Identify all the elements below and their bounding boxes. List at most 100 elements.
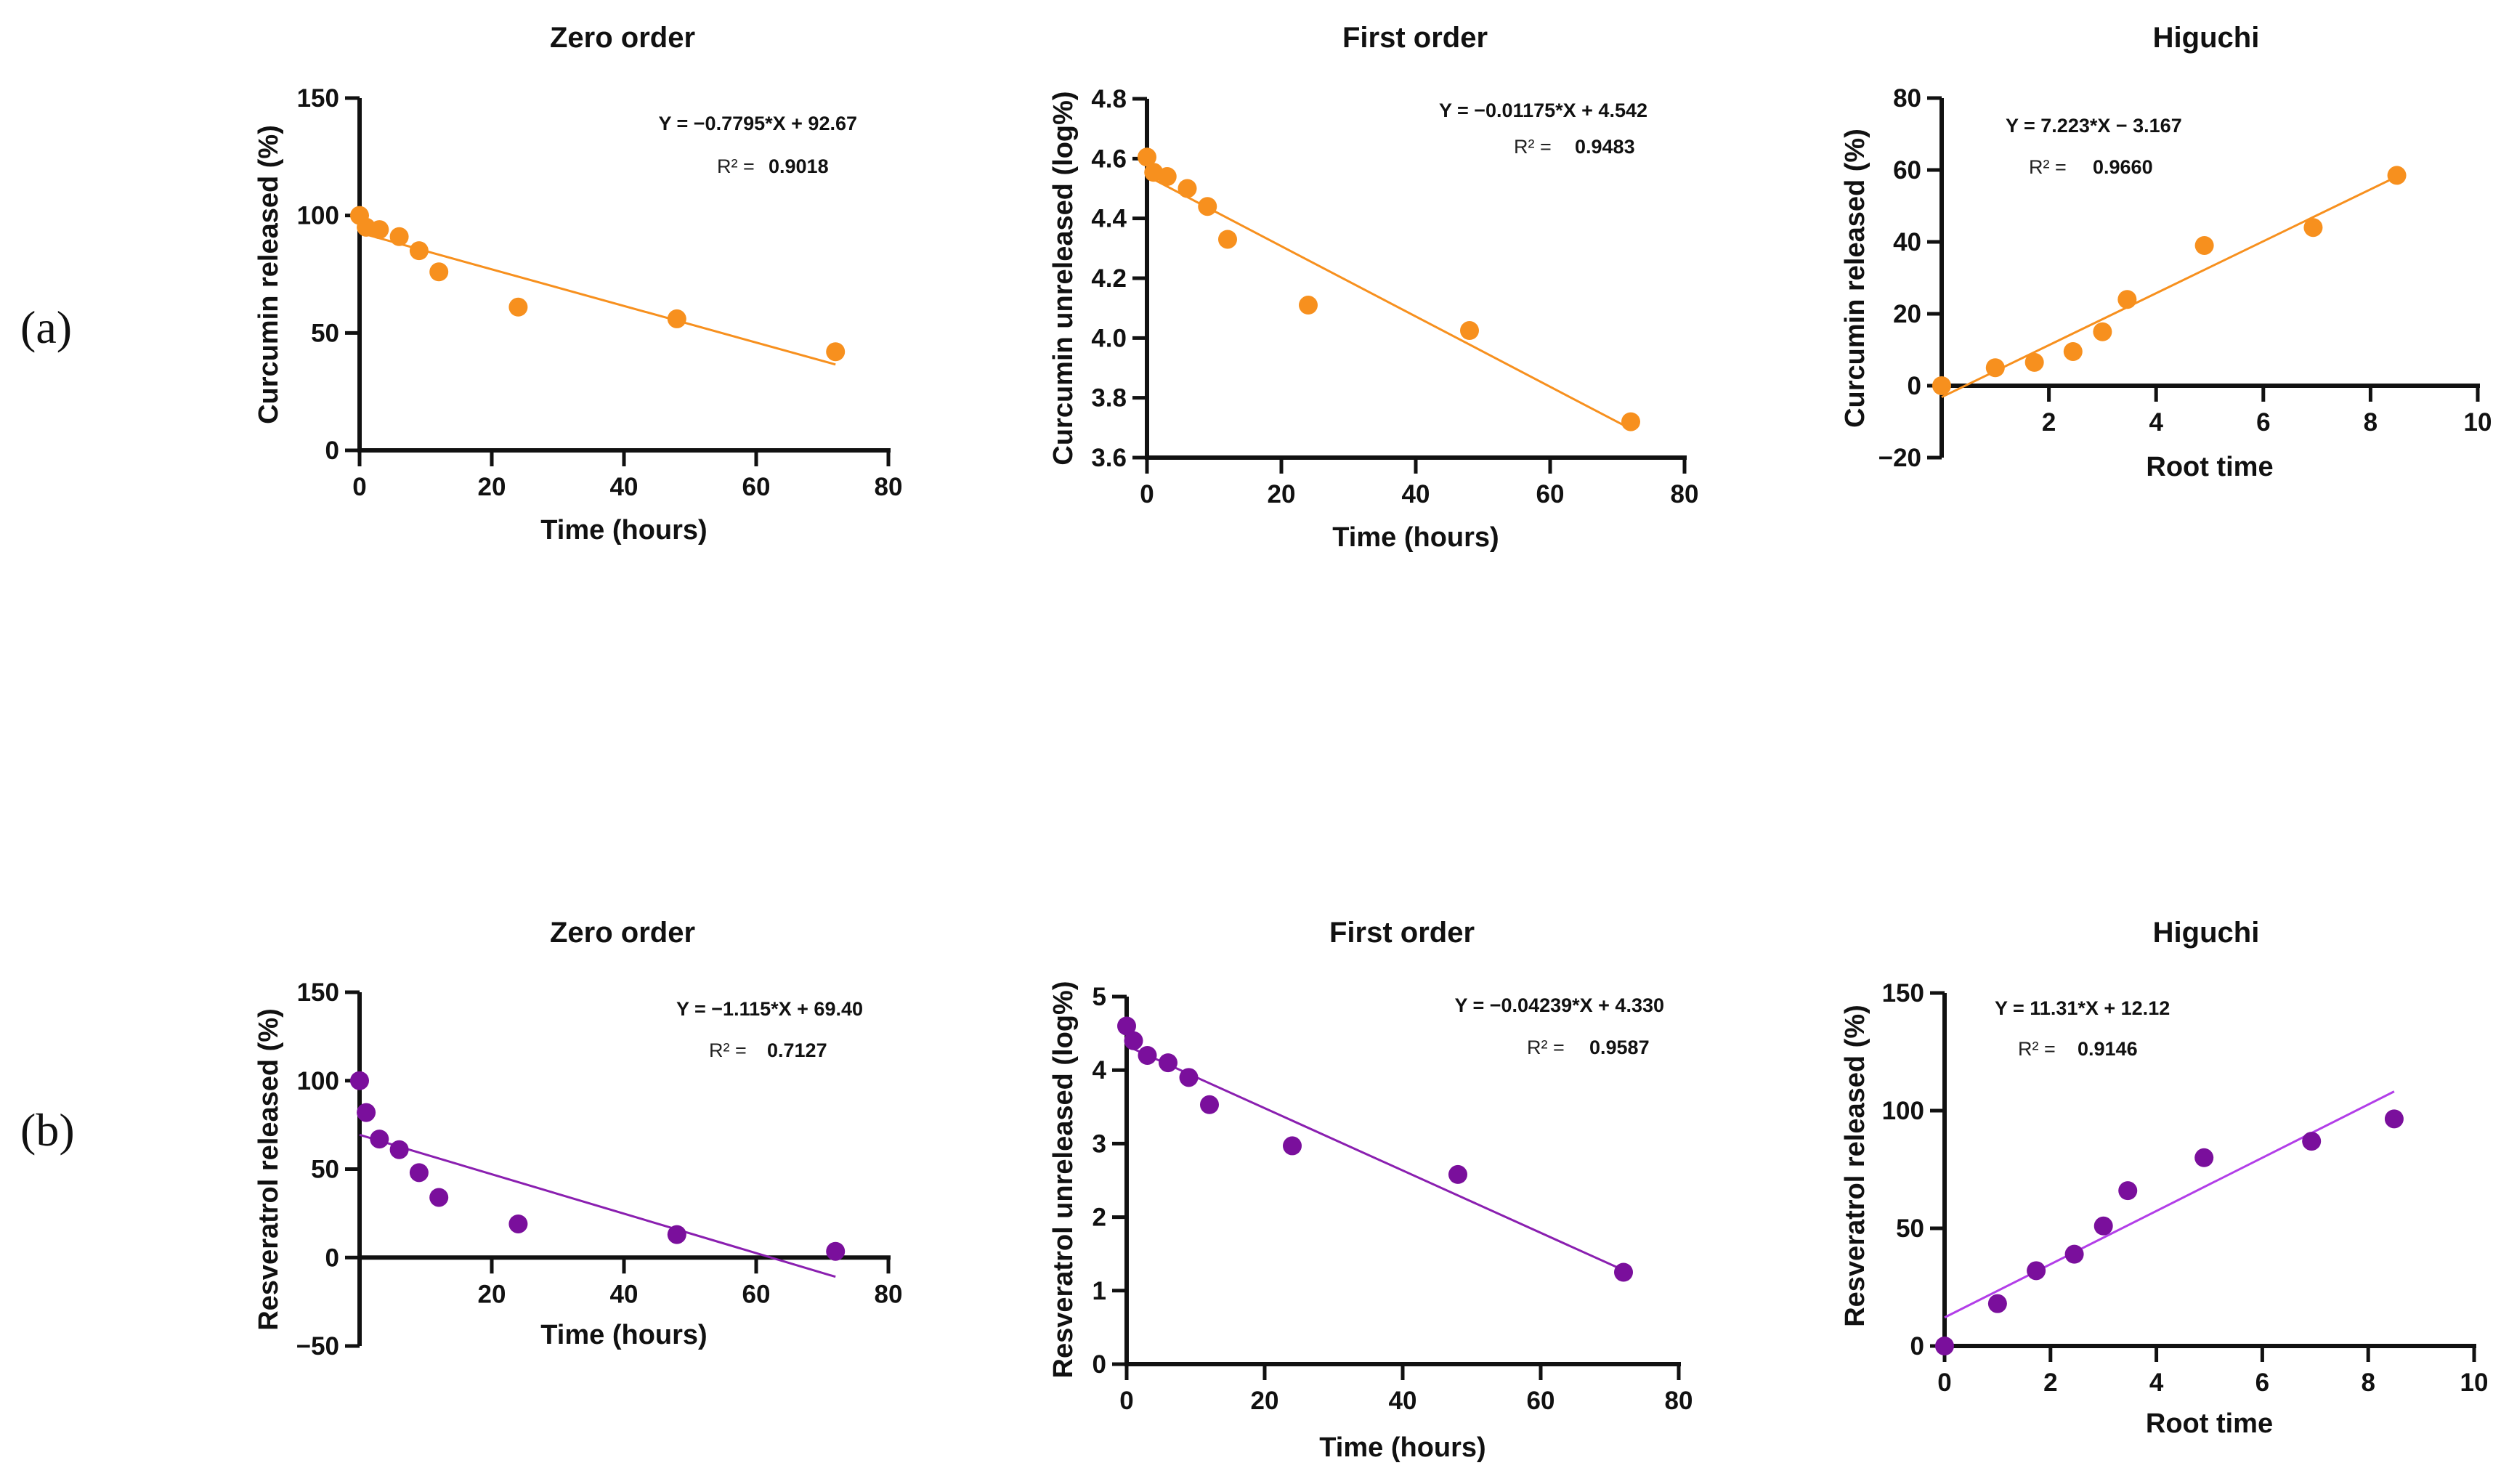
- r-squared-value: 0.9660: [2093, 156, 2153, 178]
- y-tick-label: 0: [325, 437, 339, 465]
- data-point: [1218, 230, 1237, 249]
- x-tick-label: 20: [1268, 480, 1296, 508]
- y-axis-label: Resveratrol unreleased (log%): [1048, 981, 1079, 1379]
- data-point: [1621, 412, 1640, 431]
- y-tick-label: 150: [297, 978, 339, 1007]
- x-tick-label: 20: [1251, 1387, 1279, 1415]
- y-tick-label: 4.4: [1091, 205, 1127, 233]
- data-point: [2093, 322, 2112, 341]
- data-point: [2064, 1244, 2084, 1264]
- data-point: [2027, 1261, 2046, 1281]
- y-tick-label: 4.6: [1091, 145, 1127, 173]
- y-tick-label: 150: [1882, 979, 1924, 1007]
- x-tick-label: 60: [742, 473, 771, 501]
- x-tick-label: 80: [875, 1280, 903, 1308]
- data-point: [1460, 321, 1479, 341]
- x-tick-label: 20: [478, 473, 506, 501]
- x-tick-label: 0: [1119, 1387, 1133, 1415]
- x-tick-label: 10: [2464, 408, 2492, 437]
- x-tick-label: 20: [478, 1280, 506, 1308]
- y-tick-label: 4.2: [1091, 264, 1127, 293]
- r-squared-label: R² =: [2029, 156, 2067, 178]
- x-tick-label: 0: [352, 473, 366, 501]
- data-point: [2387, 166, 2407, 185]
- y-tick-label: 60: [1893, 156, 1921, 185]
- y-tick-label: 50: [1896, 1215, 1924, 1243]
- y-tick-label: 3.8: [1091, 384, 1127, 413]
- y-tick-label: 100: [297, 202, 339, 230]
- data-point: [2303, 218, 2323, 238]
- data-point: [1614, 1262, 1633, 1282]
- y-axis-label: Resveratrol released (%): [1840, 1005, 1870, 1327]
- panel-label-a: (a): [20, 301, 72, 353]
- y-tick-label: 3: [1093, 1130, 1106, 1158]
- x-tick-label: 8: [2364, 408, 2378, 437]
- chart-panel: Higuchi −20 0 20 40 60 80 2 4 6 8 10 Root time Curcum…: [1840, 22, 2492, 482]
- x-axis-label: Time (hours): [540, 1320, 707, 1350]
- data-point: [1935, 1337, 1954, 1355]
- data-point: [1283, 1136, 1302, 1156]
- data-point: [2118, 1181, 2138, 1201]
- data-point: [2117, 290, 2137, 309]
- r-squared-value: 0.7127: [767, 1039, 827, 1061]
- x-tick-label: 6: [2256, 408, 2270, 437]
- chart-title: Higuchi: [2153, 917, 2260, 949]
- y-tick-label: 4: [1093, 1056, 1107, 1084]
- r-squared-label: R² =: [709, 1039, 747, 1061]
- data-point: [2063, 341, 2083, 361]
- data-point: [2194, 235, 2214, 255]
- chart-panel: First order 0 1 2 3 4 5 0 20 40 60 80 Time (hours) Re…: [1048, 917, 1693, 1463]
- data-point: [508, 1214, 528, 1233]
- r-squared-value: 0.9018: [769, 155, 829, 177]
- data-point: [409, 1163, 429, 1183]
- data-point: [2093, 1216, 2113, 1236]
- x-tick-label: 0: [1140, 480, 1154, 508]
- x-axis-label: Time (hours): [540, 515, 707, 546]
- regression-line: [1126, 1045, 1624, 1272]
- y-tick-label: 150: [297, 84, 339, 113]
- y-tick-label: 2: [1093, 1204, 1106, 1232]
- x-axis-label: Time (hours): [1319, 1432, 1485, 1463]
- data-point: [429, 1188, 449, 1207]
- y-axis-label: Curcumin released (%): [254, 125, 284, 424]
- x-tick-label: 60: [742, 1280, 771, 1308]
- fit-equation: Y = 11.31*X + 12.12: [1995, 997, 2170, 1019]
- data-point: [1138, 147, 1156, 167]
- regression-line: [1944, 1090, 2395, 1319]
- data-point: [826, 342, 846, 362]
- y-tick-label: −50: [296, 1332, 339, 1361]
- data-point: [1179, 1068, 1199, 1087]
- y-tick-label: 50: [311, 1156, 339, 1184]
- r-squared-label: R² =: [1514, 136, 1552, 158]
- chart-title: First order: [1329, 917, 1475, 949]
- r-squared-value: 0.9146: [2078, 1038, 2138, 1060]
- y-axis-label: Curcumin released (%): [1840, 129, 1870, 428]
- data-point: [370, 220, 389, 240]
- chart-title: Higuchi: [2153, 22, 2260, 54]
- y-tick-label: 3.6: [1091, 444, 1127, 472]
- y-tick-label: 20: [1893, 300, 1921, 328]
- x-tick-label: 80: [1665, 1387, 1693, 1415]
- chart-panel: Higuchi 0 50 100 150 0 2 4 6 8 10 Root time Resverat…: [1840, 917, 2488, 1439]
- y-tick-label: 4.8: [1091, 85, 1127, 113]
- data-point: [2302, 1132, 2322, 1151]
- x-tick-label: 40: [610, 473, 639, 501]
- r-squared-label: R² =: [2018, 1038, 2056, 1060]
- data-point: [350, 1071, 369, 1090]
- x-tick-label: 40: [1389, 1387, 1417, 1415]
- data-point: [370, 1130, 389, 1149]
- x-tick-label: 4: [2149, 408, 2163, 437]
- x-axis-label: Root time: [2146, 452, 2273, 482]
- chart-panel: Zero order −50 0 50 100 150 20 40 60 80 Time (hour…: [254, 917, 902, 1361]
- data-point: [1117, 1016, 1136, 1036]
- r-squared-value: 0.9483: [1575, 136, 1635, 158]
- y-tick-label: −20: [1878, 444, 1921, 472]
- y-tick-label: 5: [1093, 983, 1106, 1011]
- x-tick-label: 80: [875, 473, 903, 501]
- fit-equation: Y = −0.04239*X + 4.330: [1454, 994, 1664, 1016]
- data-point: [389, 227, 409, 246]
- data-point: [1985, 358, 2005, 378]
- x-tick-label: 60: [1527, 1387, 1555, 1415]
- y-axis-label: Resveratrol released (%): [254, 1008, 284, 1331]
